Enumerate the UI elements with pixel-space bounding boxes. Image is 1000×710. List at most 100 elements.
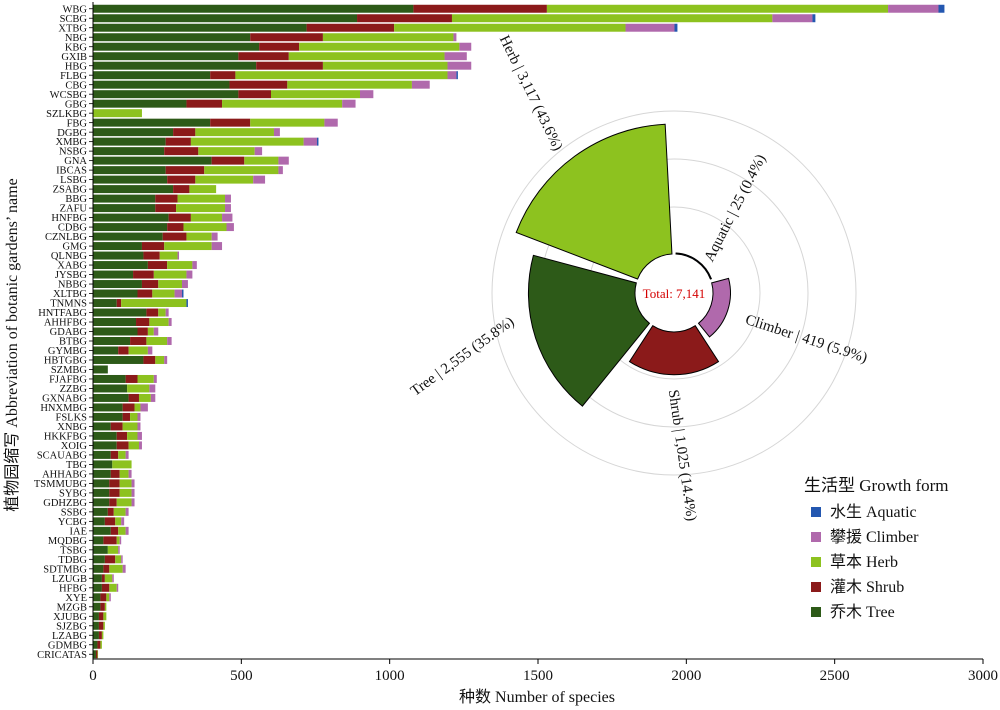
bar-tree-scauabg (93, 450, 111, 459)
bar-climber-gdhzbg (131, 498, 135, 507)
bar-shrub-scbg (357, 14, 452, 23)
bar-tree-sybg (93, 488, 110, 497)
bar-climber-jysbg (186, 270, 193, 279)
legend: 生活型 Growth form 水生 Aquatic 攀援 Climber 草本 He… (804, 476, 948, 621)
bar-tree-gna (93, 156, 212, 165)
bar-climber-fslks (137, 412, 141, 421)
polar-slice-aquatic (675, 252, 713, 280)
bar-climber-flbg (447, 71, 457, 80)
polar-label-tree: Tree | 2,555 (35.8%) (408, 314, 517, 400)
y-tick-label: XJUBG (53, 612, 87, 623)
stacked-bar-chart (93, 4, 945, 659)
bar-herb-iae (118, 526, 126, 535)
bar-shrub-mzgb (100, 602, 105, 611)
x-tick-label: 0 (89, 668, 97, 684)
bar-herb-hbg (322, 61, 448, 70)
y-tick-label: SCAUABG (37, 451, 88, 462)
bar-tree-tdbg (93, 555, 105, 564)
y-tick-label: XYE (65, 593, 87, 604)
y-tick-label: GDHZBG (43, 498, 87, 509)
bar-herb-lzugb (104, 574, 113, 583)
bar-herb-gmg (164, 242, 212, 251)
bar-aquatic-flbg (456, 71, 458, 80)
bar-tree-fslks (93, 412, 123, 421)
bar-shrub-sybg (109, 488, 120, 497)
bar-tree-ycbg (93, 517, 105, 526)
legend-item-label: 灌木 Shrub (830, 578, 904, 596)
bar-tree-dgbg (93, 128, 174, 137)
bar-climber-mqdbg (119, 536, 122, 545)
bar-climber-nbg (453, 33, 457, 42)
bar-tree-xabg (93, 261, 148, 270)
bar-climber-sdtmbg (122, 564, 126, 573)
bar-shrub-iae (110, 526, 119, 535)
bar-herb-gdabg (147, 327, 154, 336)
bar-shrub-xtbg (306, 23, 395, 32)
bar-climber-lsbg (253, 175, 266, 184)
bar-tree-xoig (93, 441, 117, 450)
legend-swatch (811, 557, 821, 567)
bar-climber-ycbg (121, 517, 125, 526)
bar-herb-tdbg (115, 555, 122, 564)
bar-shrub-wcsbg (238, 90, 271, 99)
bar-herb-xltbg (152, 289, 175, 298)
bar-tree-cbg (93, 80, 230, 89)
x-axis: 0 500 1000 1500 2000 2500 3000 (89, 658, 998, 684)
y-tick-label: TBG (66, 460, 87, 471)
bar-climber-ahhfbg (168, 318, 172, 326)
bar-aquatic-tnmns (186, 299, 188, 308)
bar-tree-ibcas (93, 166, 166, 175)
bar-climber-wcsbg (360, 90, 374, 99)
bar-climber-gxib (444, 52, 467, 61)
bar-shrub-xmbg (165, 137, 191, 146)
bar-tree-tbg (93, 460, 113, 469)
bar-climber-ssbg (125, 507, 129, 516)
bar-tree-cznlbg (93, 232, 163, 241)
bar-shrub-hkkfbg (116, 431, 128, 440)
y-tick-label: LSBG (60, 175, 87, 186)
x-tick-label: 3000 (968, 668, 998, 684)
bar-tree-hbtgbg (93, 355, 144, 364)
bar-climber-hfbg (116, 583, 119, 592)
bar-herb-cdbg (183, 223, 227, 232)
y-tick-label: FBG (67, 118, 88, 129)
bar-herb-hnfbg (190, 213, 223, 222)
bar-shrub-cznlbg (162, 232, 187, 241)
bar-shrub-tnmns (116, 299, 122, 308)
bar-climber-gymbg (147, 346, 153, 355)
legend-title: 生活型 Growth form (804, 476, 948, 495)
bar-shrub-lzugb (101, 574, 105, 583)
bar-tree-lzugb (93, 574, 102, 583)
y-tick-label: AHHFBG (44, 318, 88, 329)
bar-shrub-xabg (147, 261, 168, 270)
bar-herb-qlnbg (159, 251, 178, 260)
bar-climber-bbg (225, 194, 231, 203)
bar-climber-nbbg (182, 280, 188, 289)
polar-slice-shrub (628, 325, 720, 376)
y-tick-label: HNFBG (51, 213, 87, 224)
bar-shrub-dgbg (173, 128, 196, 137)
bar-climber-xnbg (137, 422, 141, 431)
bar-tree-scbg (93, 14, 358, 23)
bar-shrub-gxib (238, 52, 289, 61)
bar-tree-jysbg (93, 270, 134, 279)
bar-herb-gdhzbg (116, 498, 132, 507)
bar-herb-sdtmbg (109, 564, 123, 573)
bar-climber-fjafbg (153, 374, 157, 383)
bar-climber-xtbg (625, 23, 675, 32)
bar-herb-dgbg (195, 128, 274, 137)
y-tick-label: TSMMUBG (34, 479, 88, 490)
bar-herb-xjubg (103, 612, 107, 621)
y-tick-label: LZUGB (52, 574, 87, 585)
legend-item-label: 乔木 Tree (830, 603, 895, 621)
bar-shrub-jysbg (133, 270, 154, 279)
polar-grid-circle (491, 110, 857, 476)
bar-herb-fbg (250, 118, 325, 127)
bar-tree-ahhfbg (93, 318, 137, 326)
bar-shrub-cbg (229, 80, 288, 89)
bar-shrub-hbg (256, 61, 323, 70)
bar-tree-xmbg (93, 137, 166, 146)
bar-tree-xltbg (93, 289, 138, 298)
bar-climber-sybg (131, 488, 135, 497)
bar-tree-hnxmbg (93, 403, 123, 412)
